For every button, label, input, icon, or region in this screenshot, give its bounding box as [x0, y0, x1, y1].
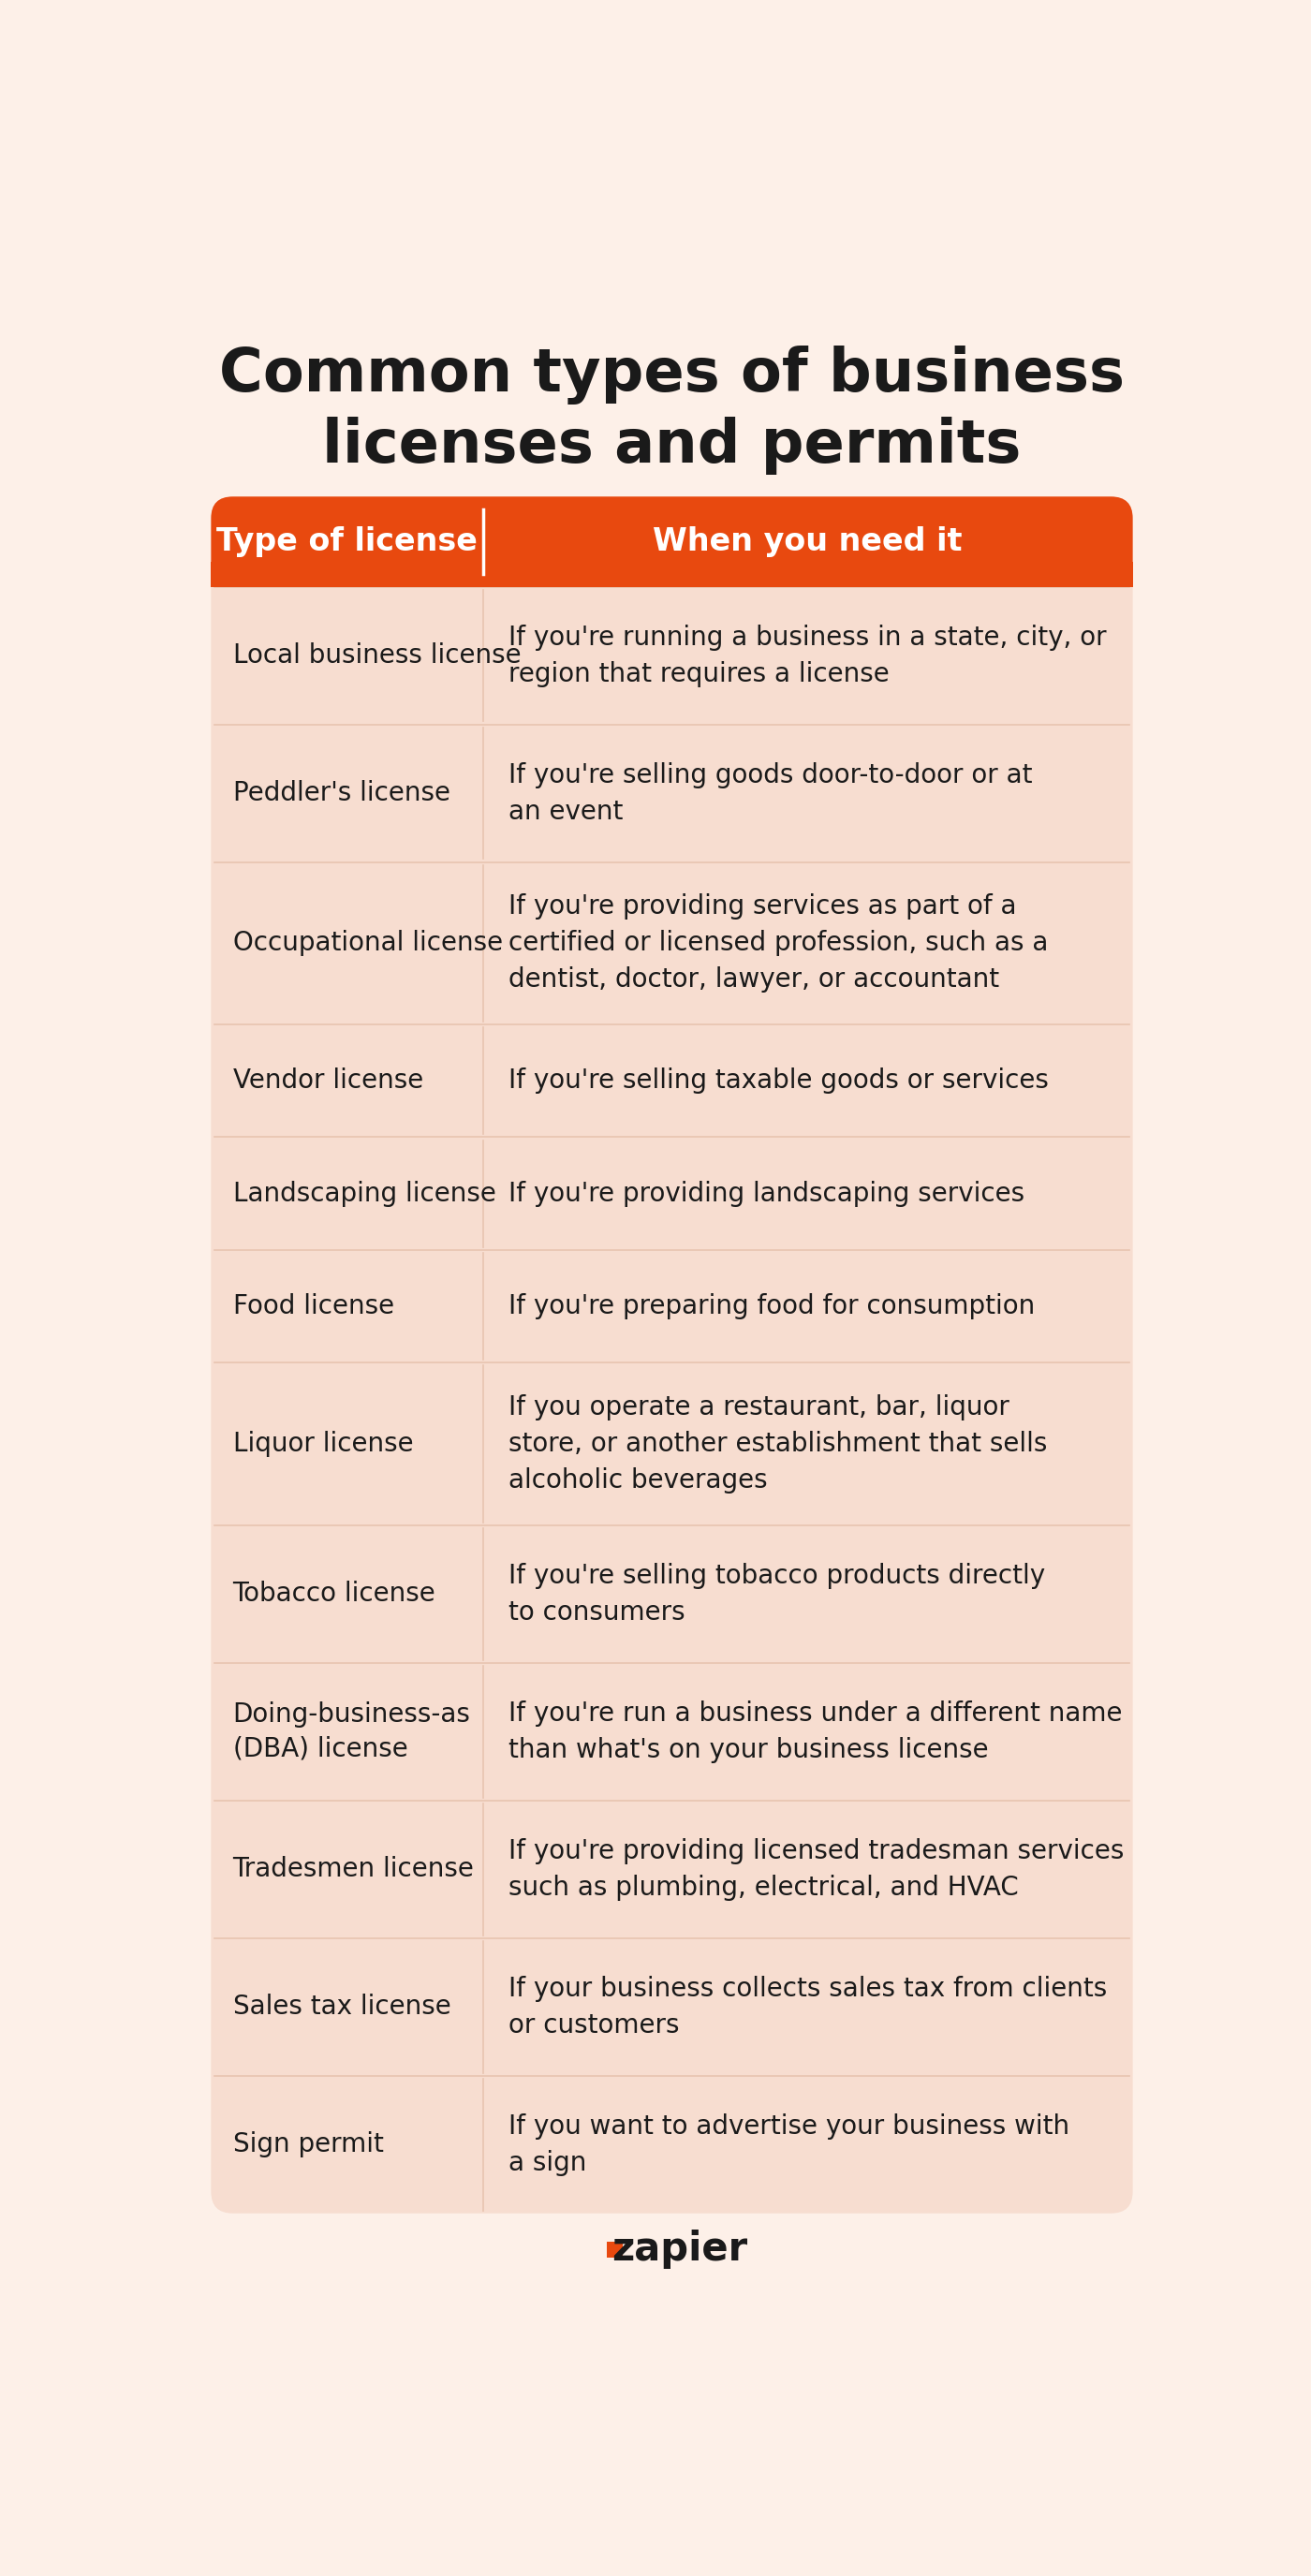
Bar: [607, 2241, 623, 2259]
Text: When you need it: When you need it: [653, 526, 962, 556]
Text: Doing-business-as
(DBA) license: Doing-business-as (DBA) license: [233, 1700, 471, 1762]
Text: If you're providing services as part of a
certified or licensed profession, such: If you're providing services as part of …: [509, 894, 1047, 992]
Text: If you're providing landscaping services: If you're providing landscaping services: [509, 1180, 1024, 1206]
Bar: [211, 562, 1133, 587]
Text: Food license: Food license: [233, 1293, 395, 1319]
FancyBboxPatch shape: [211, 497, 1133, 2213]
Text: Sales tax license: Sales tax license: [233, 1994, 451, 2020]
Text: Common types of business
licenses and permits: Common types of business licenses and pe…: [219, 345, 1125, 474]
Text: Tobacco license: Tobacco license: [233, 1582, 435, 1607]
Text: If you're running a business in a state, city, or
region that requires a license: If you're running a business in a state,…: [509, 623, 1106, 688]
Text: If you're providing licensed tradesman services
such as plumbing, electrical, an: If you're providing licensed tradesman s…: [509, 1837, 1124, 1901]
Text: If you're selling taxable goods or services: If you're selling taxable goods or servi…: [509, 1066, 1049, 1095]
Text: If you're selling goods door-to-door or at
an event: If you're selling goods door-to-door or …: [509, 762, 1032, 824]
Text: If you're selling tobacco products directly
to consumers: If you're selling tobacco products direc…: [509, 1564, 1045, 1625]
Text: Sign permit: Sign permit: [233, 2130, 383, 2159]
Text: Type of license: Type of license: [216, 526, 477, 556]
Text: If you operate a restaurant, bar, liquor
store, or another establishment that se: If you operate a restaurant, bar, liquor…: [509, 1394, 1047, 1494]
Text: Local business license: Local business license: [233, 641, 520, 670]
Text: Landscaping license: Landscaping license: [233, 1180, 496, 1206]
Text: If you're run a business under a different name
than what's on your business lic: If you're run a business under a differe…: [509, 1700, 1122, 1762]
Text: If you're preparing food for consumption: If you're preparing food for consumption: [509, 1293, 1034, 1319]
Text: If your business collects sales tax from clients
or customers: If your business collects sales tax from…: [509, 1976, 1106, 2038]
Text: Occupational license: Occupational license: [233, 930, 502, 956]
Text: zapier: zapier: [611, 2231, 747, 2269]
Text: If you want to advertise your business with
a sign: If you want to advertise your business w…: [509, 2112, 1070, 2177]
FancyBboxPatch shape: [211, 497, 1133, 587]
Text: Vendor license: Vendor license: [233, 1066, 423, 1095]
Text: Liquor license: Liquor license: [233, 1430, 413, 1458]
Text: Peddler's license: Peddler's license: [233, 781, 450, 806]
Text: Tradesmen license: Tradesmen license: [233, 1857, 475, 1883]
